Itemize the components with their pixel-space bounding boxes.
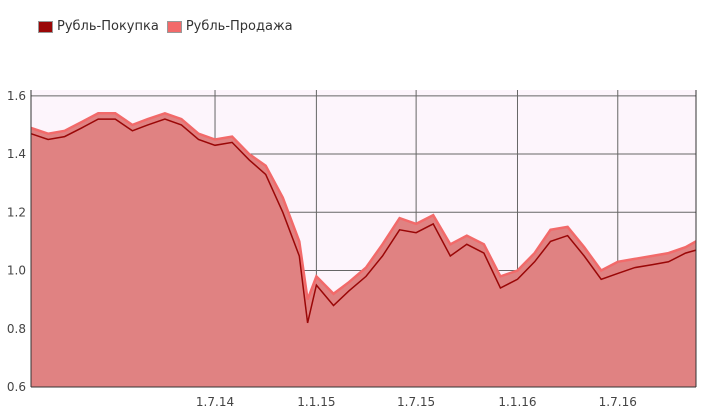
legend-swatch-buy [38, 20, 53, 33]
x-tick-label: 1.1.15 [297, 395, 335, 409]
y-tick-label: 0.8 [7, 322, 26, 336]
x-tick-label: 1.7.14 [196, 395, 234, 409]
sell-series-line [30, 111, 697, 301]
y-tick-label: 1.4 [7, 147, 26, 161]
x-tick-label: 1.7.15 [397, 395, 435, 409]
axes [30, 90, 697, 388]
y-tick-label: 1.0 [7, 264, 26, 278]
chart-legend: Рубль-Покупка Рубль-Продажа [38, 19, 295, 34]
data-area [30, 111, 697, 388]
legend-label-sell: Рубль-Продажа [185, 19, 293, 34]
legend-label-buy: Рубль-Покупка [57, 19, 159, 34]
x-tick-label: 1.7.16 [599, 395, 637, 409]
x-tick-label: 1.1.16 [498, 395, 536, 409]
y-tick-label: 0.6 [7, 380, 26, 394]
legend-swatch-sell [166, 20, 182, 33]
buy-series-line [30, 118, 697, 324]
sell-area-fill [31, 113, 696, 388]
y-tick-label: 1.6 [7, 89, 26, 103]
legend-item-buy[interactable]: Рубль-Покупка [38, 19, 159, 34]
y-tick-label: 1.2 [7, 205, 26, 219]
tick-labels: 0.6 0.8 1.0 1.2 1.4 1.6 1.7.14 1.1.15 1.7.15 1.1.… [7, 89, 637, 409]
legend-item-sell[interactable]: Рубль-Продажа [166, 19, 293, 34]
